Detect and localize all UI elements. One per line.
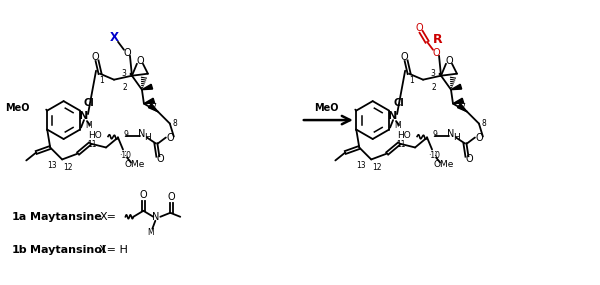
- Text: M: M: [147, 228, 154, 237]
- Text: N: N: [152, 212, 159, 222]
- Text: O: O: [123, 48, 131, 58]
- Text: 7: 7: [151, 103, 157, 112]
- Text: Maytansinol: Maytansinol: [30, 245, 106, 255]
- Text: 3: 3: [121, 69, 126, 78]
- Text: X= H: X= H: [100, 245, 128, 255]
- Text: Cl: Cl: [393, 98, 404, 108]
- Text: 12: 12: [64, 163, 73, 172]
- Text: O: O: [445, 56, 453, 66]
- Text: 1b: 1b: [12, 245, 28, 255]
- Text: N: N: [138, 129, 146, 139]
- Text: 3: 3: [430, 69, 435, 78]
- Text: 13: 13: [47, 161, 57, 170]
- Text: 11: 11: [88, 140, 97, 149]
- Text: H: H: [454, 133, 460, 142]
- Text: O: O: [136, 56, 144, 66]
- Text: 11: 11: [397, 140, 406, 149]
- Text: 12: 12: [373, 163, 382, 172]
- Text: OMe: OMe: [125, 160, 145, 169]
- Text: MeO: MeO: [314, 103, 338, 113]
- Text: O: O: [166, 133, 173, 142]
- Text: X=: X=: [100, 212, 116, 222]
- Text: :: :: [124, 148, 128, 158]
- Text: OMe: OMe: [434, 160, 454, 169]
- Polygon shape: [453, 98, 464, 104]
- Text: 2: 2: [122, 83, 127, 92]
- Text: O: O: [475, 133, 483, 142]
- Text: 9: 9: [124, 130, 128, 139]
- Text: O: O: [156, 154, 164, 164]
- Text: HO: HO: [397, 131, 411, 140]
- Text: 1a: 1a: [12, 212, 27, 222]
- Text: R: R: [433, 33, 443, 46]
- Text: ·10: ·10: [428, 151, 440, 160]
- Text: 7: 7: [461, 103, 466, 112]
- Text: X: X: [109, 31, 118, 44]
- Text: HO: HO: [88, 131, 102, 140]
- Text: H: H: [145, 133, 151, 142]
- Text: ·: ·: [436, 66, 442, 84]
- Polygon shape: [148, 104, 158, 112]
- Text: 9: 9: [433, 130, 437, 139]
- Text: O: O: [400, 52, 408, 62]
- Text: ·10: ·10: [119, 151, 131, 160]
- Text: O: O: [140, 190, 147, 200]
- Text: 8: 8: [172, 119, 177, 128]
- Text: 1: 1: [100, 76, 104, 85]
- Text: M: M: [86, 121, 92, 130]
- Text: O: O: [167, 192, 175, 202]
- Text: 1: 1: [409, 76, 413, 85]
- Text: MeO: MeO: [5, 103, 29, 113]
- Text: O: O: [432, 48, 440, 58]
- Text: N: N: [448, 129, 455, 139]
- Text: 13: 13: [356, 161, 366, 170]
- Text: O: O: [465, 154, 473, 164]
- Polygon shape: [142, 84, 152, 90]
- Text: 8: 8: [482, 119, 486, 128]
- Text: 2: 2: [431, 83, 436, 92]
- Text: N: N: [79, 111, 89, 121]
- Text: O: O: [91, 52, 99, 62]
- Text: O: O: [415, 23, 423, 33]
- Polygon shape: [144, 98, 155, 104]
- Text: Cl: Cl: [84, 98, 95, 108]
- Text: :: :: [433, 148, 437, 158]
- Text: ·: ·: [127, 66, 133, 84]
- Polygon shape: [457, 104, 467, 112]
- Text: N: N: [388, 111, 398, 121]
- Polygon shape: [451, 84, 461, 90]
- Text: Maytansine: Maytansine: [30, 212, 101, 222]
- Text: M: M: [395, 121, 401, 130]
